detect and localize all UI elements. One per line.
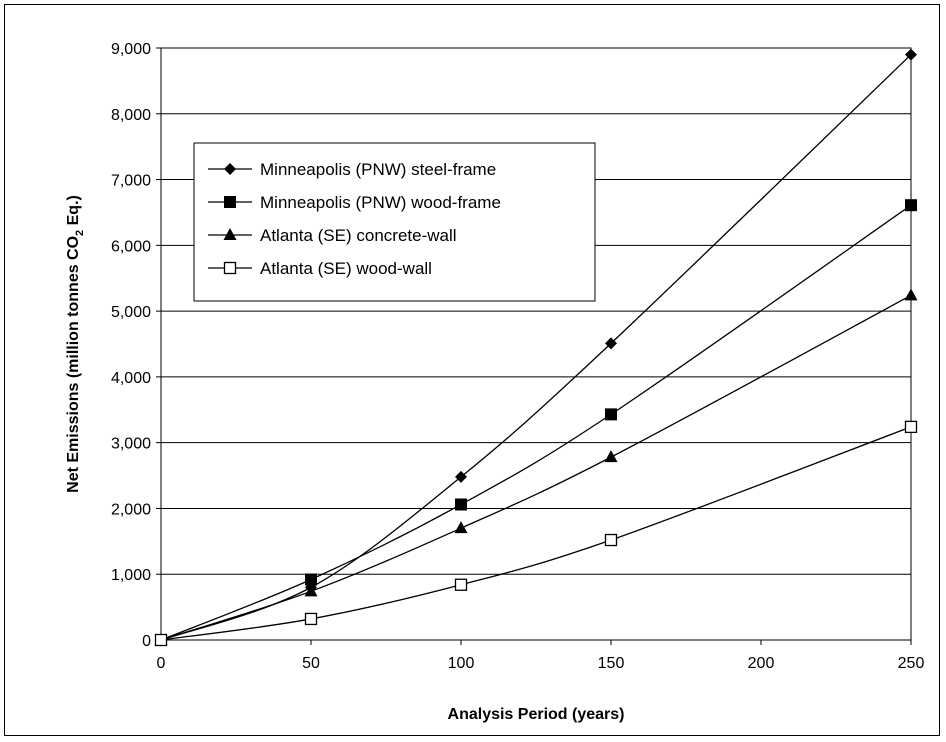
diamond-marker [224,163,236,175]
open-square-marker [304,612,318,626]
square-marker [305,573,317,586]
legend-label: Atlanta (SE) concrete-wall [260,226,457,245]
legend-box [193,142,596,302]
y-tick-label: 1,000 [111,567,151,584]
x-tick-label: 250 [898,655,925,672]
open-square-marker [904,420,918,434]
series-line [160,294,912,641]
triangle-marker [223,228,237,240]
y-tick-label: 2,000 [111,501,151,518]
square-marker [905,199,917,212]
plot-area-border [160,47,912,641]
open-square-marker [454,578,468,591]
y-tick-label: 8,000 [111,107,151,124]
y-tick-label: 4,000 [111,370,151,387]
y-axis-title: Net Emissions (million tonnes CO2 Eq.) [65,195,86,493]
open-square-marker [223,261,237,275]
y-tick-label: 5,000 [111,304,151,321]
series-line [160,426,912,641]
chart-frame [4,4,940,736]
series-line [160,204,912,641]
x-tick-label: 50 [302,655,320,672]
x-tick-label: 150 [598,655,625,672]
x-tick-label: 100 [448,655,475,672]
y-tick-label: 7,000 [111,173,151,190]
y-tick-label: 3,000 [111,436,151,453]
open-square-marker [604,533,618,547]
legend-label: Atlanta (SE) wood-wall [260,259,432,278]
diamond-marker [455,470,467,483]
series-line [160,54,912,641]
x-tick-label: 0 [157,655,166,672]
open-square-marker [154,633,168,647]
legend: Minneapolis (PNW) steel-frame Minneapolis… [193,142,596,302]
legend-label: Minneapolis (PNW) steel-frame [260,160,496,179]
triangle-marker [904,288,918,301]
y-tick-label: 9,000 [111,41,151,58]
y-axis-title-main: Net Emissions (million tonnes CO [65,236,82,493]
y-axis-title-tail: Eq.) [65,195,82,230]
series-group [154,48,918,647]
square-marker [455,498,467,511]
x-tick-label: 200 [748,655,775,672]
y-axis-title-subscript: 2 [74,230,86,236]
y-tick-label: 0 [142,633,151,650]
diamond-marker [905,48,917,61]
y-tick-label: 6,000 [111,238,151,255]
triangle-marker [454,521,468,534]
triangle-marker [604,450,618,463]
triangle-marker [304,584,318,597]
x-axis-title: Analysis Period (years) [448,706,625,723]
square-marker [605,408,617,421]
diamond-marker [605,337,617,350]
legend-label: Minneapolis (PNW) wood-frame [260,193,501,212]
square-marker [224,196,236,208]
axes: 0 1,000 2,000 3,000 4,000 5,000 6,000 7,000 8,00… [111,41,924,672]
